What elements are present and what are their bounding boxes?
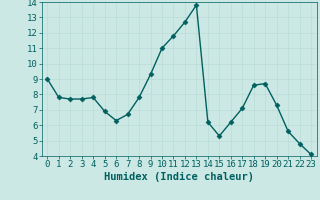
X-axis label: Humidex (Indice chaleur): Humidex (Indice chaleur): [104, 172, 254, 182]
